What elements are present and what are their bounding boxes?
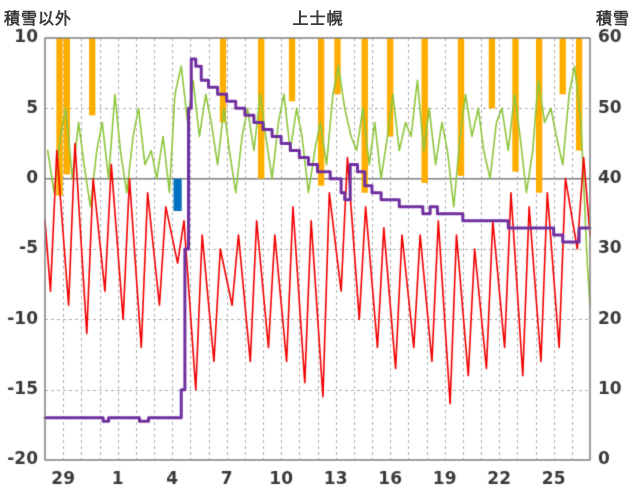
weather-chart: 積雪以外 上士幌 積雪 — [0, 0, 636, 501]
chart-canvas — [0, 0, 636, 501]
